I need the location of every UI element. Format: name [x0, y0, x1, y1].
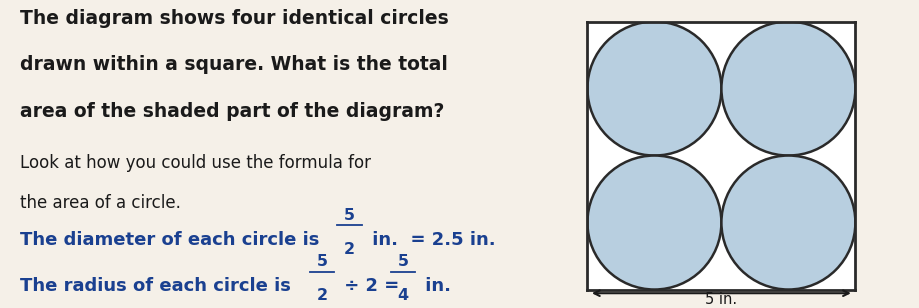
Text: the area of a circle.: the area of a circle.	[20, 194, 181, 212]
Text: 2: 2	[344, 242, 355, 257]
Text: 5: 5	[316, 254, 327, 270]
Text: 5: 5	[397, 254, 408, 270]
Text: 4: 4	[397, 288, 408, 303]
Circle shape	[587, 22, 721, 156]
Text: area of the shaded part of the diagram?: area of the shaded part of the diagram?	[20, 102, 445, 121]
Text: Look at how you could use the formula for: Look at how you could use the formula fo…	[20, 154, 371, 172]
Circle shape	[721, 22, 856, 156]
Text: The diameter of each circle is: The diameter of each circle is	[20, 231, 326, 249]
Text: 5 in.: 5 in.	[706, 292, 737, 307]
Text: The diagram shows four identical circles: The diagram shows four identical circles	[20, 9, 449, 28]
Text: in.  = 2.5 in.: in. = 2.5 in.	[366, 231, 495, 249]
Text: The radius of each circle is: The radius of each circle is	[20, 278, 298, 295]
Circle shape	[721, 156, 856, 290]
Text: 5: 5	[344, 208, 355, 223]
Text: drawn within a square. What is the total: drawn within a square. What is the total	[20, 55, 448, 75]
Circle shape	[587, 156, 721, 290]
Text: 2: 2	[316, 288, 327, 303]
Text: in.: in.	[419, 278, 451, 295]
Text: ÷ 2 =: ÷ 2 =	[338, 278, 406, 295]
